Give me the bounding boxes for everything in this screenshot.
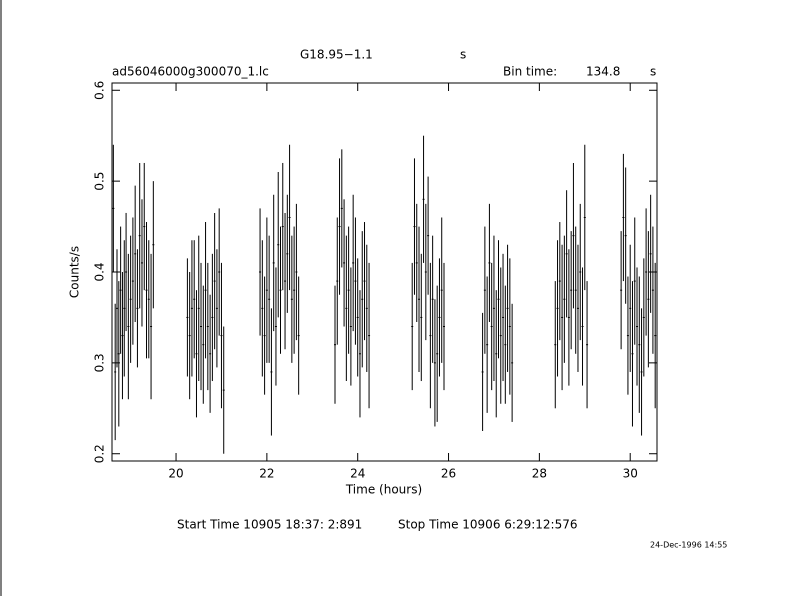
title-unit: s <box>460 48 466 62</box>
x-tick-label: 20 <box>168 467 183 481</box>
x-tick-label: 28 <box>532 467 547 481</box>
x-tick-label: 26 <box>441 467 456 481</box>
bin-time-unit: s <box>650 65 656 79</box>
chart-title: G18.95−1.1 <box>300 48 373 62</box>
x-tick-label: 22 <box>259 467 274 481</box>
y-tick-label: 0.3 <box>93 353 107 372</box>
y-tick-label: 0.4 <box>93 262 107 281</box>
x-axis-label: Time (hours) <box>345 483 422 497</box>
y-tick-label: 0.5 <box>93 172 107 191</box>
bin-time: 134.8 <box>586 65 620 79</box>
file-name: ad56046000g300070_1.lc <box>112 65 269 79</box>
x-tick-label: 30 <box>623 467 638 481</box>
bin-time-label: Bin time: <box>503 65 557 79</box>
x-tick-label: 24 <box>350 467 365 481</box>
date-stamp: 24-Dec-1996 14:55 <box>650 541 727 550</box>
stop-time: Stop Time 10906 6:29:12:576 <box>398 518 577 532</box>
y-axis-label: Counts/s <box>68 246 82 298</box>
y-tick-label: 0.2 <box>93 444 107 463</box>
start-time: Start Time 10905 18:37: 2:891 <box>177 518 362 532</box>
y-tick-label: 0.6 <box>93 81 107 100</box>
